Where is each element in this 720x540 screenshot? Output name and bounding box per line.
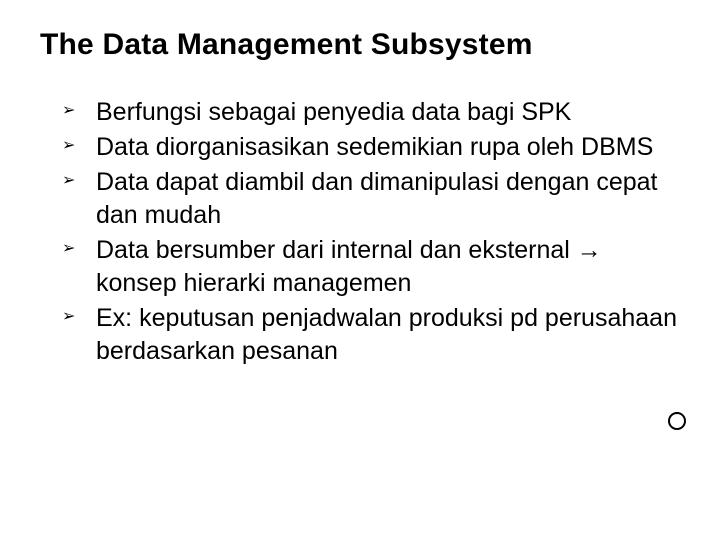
decorative-circle-icon xyxy=(668,412,686,430)
bullet-marker-icon: ➢ xyxy=(62,100,75,121)
list-item-text: Data dapat diambil dan dimanipulasi deng… xyxy=(96,168,658,229)
list-item-text: Data bersumber dari internal dan ekstern… xyxy=(96,236,602,297)
list-item: ➢ Berfungsi sebagai penyedia data bagi S… xyxy=(62,96,680,129)
bullet-marker-icon: ➢ xyxy=(62,306,75,327)
list-item: ➢ Ex: keputusan penjadwalan produksi pd … xyxy=(62,302,680,368)
list-item-text: Data diorganisasikan sedemikian rupa ole… xyxy=(96,133,653,161)
list-item-text: Ex: keputusan penjadwalan produksi pd pe… xyxy=(96,304,677,365)
bullet-list: ➢ Berfungsi sebagai penyedia data bagi S… xyxy=(40,96,680,368)
list-item-text: Berfungsi sebagai penyedia data bagi SPK xyxy=(96,98,571,126)
list-item: ➢ Data bersumber dari internal dan ekste… xyxy=(62,234,680,300)
slide-title: The Data Management Subsystem xyxy=(40,28,680,62)
bullet-marker-icon: ➢ xyxy=(62,238,75,259)
list-item: ➢ Data dapat diambil dan dimanipulasi de… xyxy=(62,166,680,232)
list-item: ➢ Data diorganisasikan sedemikian rupa o… xyxy=(62,131,680,164)
bullet-marker-icon: ➢ xyxy=(62,170,75,191)
bullet-marker-icon: ➢ xyxy=(62,135,75,156)
